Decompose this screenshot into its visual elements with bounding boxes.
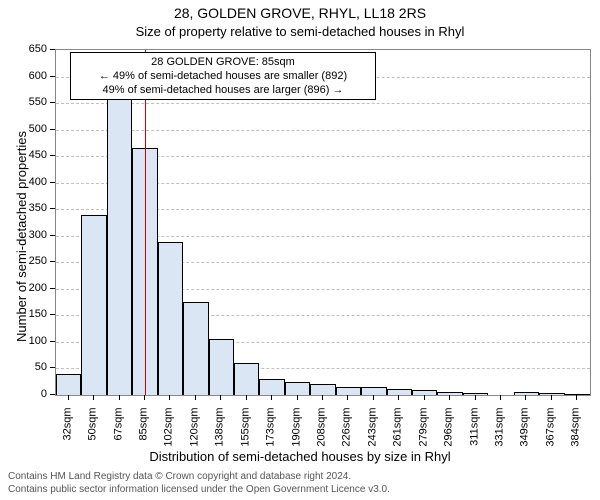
x-tick-label: 67sqm [113,408,124,458]
x-tick-label: 367sqm [545,408,556,458]
histogram-bar [56,374,81,395]
x-tick-mark [373,395,374,400]
y-tick-mark [50,261,55,262]
footer-line-2: Contains public sector information licen… [8,483,390,496]
y-tick-label: 600 [0,71,47,82]
annotation-box: 28 GOLDEN GROVE: 85sqm ← 49% of semi-det… [70,52,376,100]
chart-title: 28, GOLDEN GROVE, RHYL, LL18 2RS [0,5,600,21]
y-tick-label: 400 [0,177,47,188]
x-tick-mark [347,395,348,400]
y-tick-mark [50,341,55,342]
x-tick-mark [525,395,526,400]
x-tick-label: 311sqm [469,408,480,458]
y-tick-mark [50,288,55,289]
x-tick-mark [449,395,450,400]
x-tick-mark [297,395,298,400]
y-tick-label: 100 [0,336,47,347]
histogram-bar [361,387,386,395]
footer-line-1: Contains HM Land Registry data © Crown c… [8,470,390,483]
histogram-bar [209,339,234,395]
x-tick-mark [195,395,196,400]
chart-container: 28, GOLDEN GROVE, RHYL, LL18 2RS Size of… [0,0,600,500]
y-tick-label: 0 [0,389,47,400]
x-tick-label: 85sqm [139,408,150,458]
chart-subtitle: Size of property relative to semi-detach… [0,24,600,39]
x-tick-label: 138sqm [215,408,226,458]
y-tick-label: 50 [0,362,47,373]
x-tick-mark [475,395,476,400]
x-tick-mark [119,395,120,400]
property-marker-line [145,50,146,395]
histogram-bar [336,387,361,395]
x-tick-mark [93,395,94,400]
annotation-line-2: ← 49% of semi-detached houses are smalle… [75,69,371,83]
histogram-bar [285,382,310,395]
y-tick-label: 250 [0,256,47,267]
x-tick-label: 190sqm [291,408,302,458]
histogram-bar [310,384,335,395]
y-tick-label: 200 [0,283,47,294]
histogram-bar [539,393,564,395]
y-tick-mark [50,208,55,209]
x-tick-mark [144,395,145,400]
x-tick-label: 384sqm [571,408,582,458]
histogram-bar [81,215,106,395]
x-tick-label: 261sqm [393,408,404,458]
footer-attribution: Contains HM Land Registry data © Crown c… [8,470,390,496]
y-tick-label: 500 [0,124,47,135]
x-tick-mark [551,395,552,400]
y-tick-label: 150 [0,309,47,320]
histogram-bar [259,379,284,395]
annotation-line-1: 28 GOLDEN GROVE: 85sqm [75,55,371,69]
histogram-bar [183,302,208,395]
x-tick-mark [169,395,170,400]
y-tick-mark [50,102,55,103]
y-tick-label: 300 [0,230,47,241]
x-tick-label: 120sqm [189,408,200,458]
x-tick-label: 208sqm [317,408,328,458]
x-tick-mark [68,395,69,400]
x-tick-label: 279sqm [418,408,429,458]
y-tick-label: 650 [0,44,47,55]
y-tick-mark [50,76,55,77]
x-tick-label: 226sqm [342,408,353,458]
x-tick-mark [271,395,272,400]
x-tick-mark [220,395,221,400]
histogram-bar [412,390,437,395]
histogram-bar [234,363,259,395]
annotation-line-3: 49% of semi-detached houses are larger (… [75,83,371,97]
histogram-bar [107,79,132,395]
x-tick-mark [322,395,323,400]
y-tick-mark [50,394,55,395]
x-tick-mark [424,395,425,400]
x-tick-label: 349sqm [520,408,531,458]
y-gridline [56,130,590,131]
y-tick-mark [50,155,55,156]
x-tick-label: 173sqm [266,408,277,458]
y-tick-label: 550 [0,97,47,108]
y-tick-mark [50,235,55,236]
y-tick-mark [50,314,55,315]
x-tick-mark [246,395,247,400]
plot-area [55,49,591,396]
x-tick-label: 155sqm [240,408,251,458]
histogram-bar [158,242,183,395]
x-tick-label: 32sqm [62,408,73,458]
x-tick-label: 50sqm [88,408,99,458]
y-tick-mark [50,49,55,50]
y-tick-label: 350 [0,203,47,214]
x-tick-mark [398,395,399,400]
y-gridline [56,103,590,104]
x-tick-label: 102sqm [164,408,175,458]
x-tick-label: 331sqm [495,408,506,458]
x-tick-mark [576,395,577,400]
y-tick-mark [50,367,55,368]
x-tick-label: 296sqm [444,408,455,458]
y-tick-mark [50,129,55,130]
y-tick-label: 450 [0,150,47,161]
x-tick-mark [500,395,501,400]
y-tick-mark [50,182,55,183]
x-tick-label: 243sqm [367,408,378,458]
